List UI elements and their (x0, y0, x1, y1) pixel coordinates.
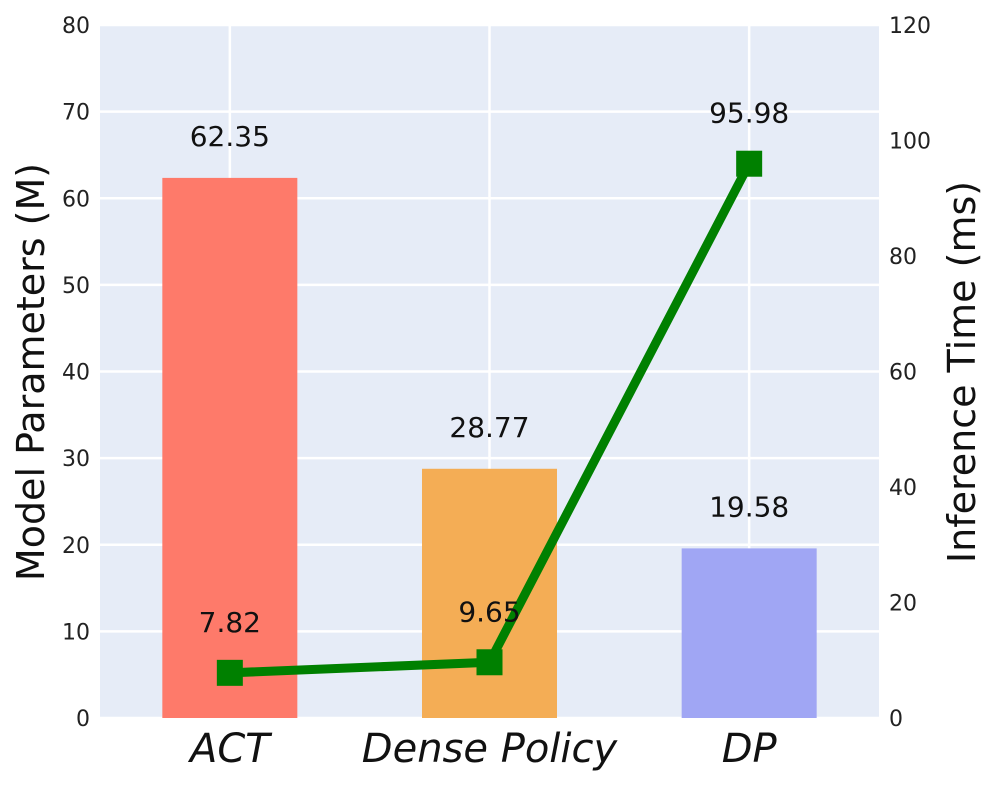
left-axis-ticks: 0 10 20 30 40 50 60 70 80 (62, 14, 90, 732)
line-value-label: 9.65 (458, 595, 520, 628)
right-axis-ticks: 0 20 40 60 80 100 120 (889, 14, 931, 732)
bar-dp (681, 548, 817, 718)
left-tick-label: 50 (62, 274, 90, 299)
bar-value-label: 28.77 (449, 411, 529, 444)
left-tick-label: 40 (62, 361, 90, 386)
right-tick-label: 100 (889, 130, 931, 155)
right-tick-label: 0 (889, 707, 903, 732)
category-label: Dense Policy (362, 726, 619, 772)
bar-series (162, 177, 817, 718)
line-marker (476, 649, 503, 676)
bar-value-label: 62.35 (190, 120, 270, 153)
bar-dense-policy (422, 468, 557, 718)
line-marker (216, 659, 243, 686)
bar-value-label: 19.58 (709, 490, 789, 523)
line-series (216, 150, 763, 686)
data-labels: 62.35 28.77 19.58 7.82 9.65 95.98 (190, 97, 790, 639)
line-marker (736, 150, 763, 177)
category-label: ACT (187, 726, 273, 772)
right-tick-label: 20 (889, 592, 917, 617)
bar-act (162, 177, 298, 718)
right-tick-label: 60 (889, 361, 917, 386)
right-tick-label: 120 (889, 14, 931, 39)
left-axis-title: Model Parameters (M) (9, 163, 53, 581)
left-tick-label: 30 (62, 447, 90, 472)
right-tick-label: 40 (889, 476, 917, 501)
left-tick-label: 60 (62, 187, 90, 212)
right-tick-label: 80 (889, 245, 917, 270)
right-axis-title: Inference Time (ms) (940, 181, 984, 563)
left-tick-label: 80 (62, 14, 90, 39)
left-tick-label: 70 (62, 101, 90, 126)
category-label: DP (722, 726, 778, 772)
x-axis-ticks: ACT Dense Policy DP (187, 726, 778, 772)
left-tick-label: 0 (76, 707, 90, 732)
line-value-label: 7.82 (199, 606, 261, 639)
left-tick-label: 20 (62, 534, 90, 559)
line-value-label: 95.98 (709, 97, 789, 130)
left-tick-label: 10 (62, 620, 90, 645)
